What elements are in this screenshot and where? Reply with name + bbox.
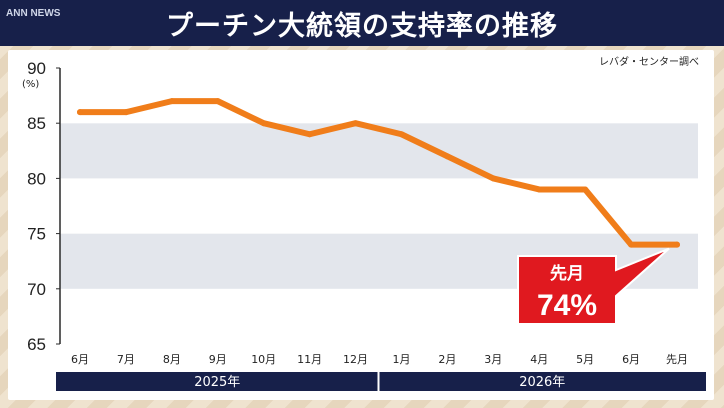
data-point bbox=[582, 186, 589, 193]
news-logo: ANN NEWS bbox=[6, 8, 61, 19]
y-tick-label: 90 bbox=[27, 59, 46, 78]
data-point bbox=[398, 131, 405, 138]
x-tick-label: 7月 bbox=[117, 353, 135, 366]
y-tick-label: 70 bbox=[27, 280, 46, 299]
data-point bbox=[444, 153, 451, 160]
callout-box bbox=[517, 247, 670, 325]
data-point bbox=[260, 120, 267, 127]
callout-value: 74% bbox=[537, 289, 597, 322]
y-unit-label: (%) bbox=[22, 79, 39, 90]
x-tick-label: 8月 bbox=[163, 353, 181, 366]
data-point bbox=[214, 98, 221, 105]
title-bar: プーチン大統領の支持率の推移 bbox=[0, 0, 724, 46]
y-tick-label: 65 bbox=[27, 335, 46, 354]
grid-band bbox=[60, 123, 698, 179]
x-tick-label: 12月 bbox=[343, 353, 368, 366]
year-bar-2025 bbox=[56, 372, 378, 391]
data-point bbox=[674, 241, 680, 248]
year-label-2026: 2026年 bbox=[519, 375, 565, 390]
data-point bbox=[306, 131, 313, 138]
x-tick-label: 4月 bbox=[530, 353, 548, 366]
year-label-2025: 2025年 bbox=[194, 375, 240, 390]
x-tick-label: 9月 bbox=[209, 353, 227, 366]
data-point bbox=[168, 98, 175, 105]
data-point bbox=[628, 241, 635, 248]
x-tick-label: 3月 bbox=[484, 353, 502, 366]
year-bar: 2025年 2026年 bbox=[56, 372, 706, 391]
x-tick-label: 先月 bbox=[666, 353, 688, 366]
x-tick-label: 10月 bbox=[251, 353, 276, 366]
y-tick-label: 85 bbox=[27, 114, 46, 133]
x-tick-label: 6月 bbox=[71, 353, 89, 366]
latest-value-callout: 先月 74% bbox=[517, 247, 670, 325]
grid-band bbox=[60, 68, 698, 124]
line-chart: 65 70 75 80 85 90 (%) レバダ・センター調べ 6月 7月 8月 9月 10月 1… bbox=[22, 55, 706, 391]
data-point bbox=[352, 120, 359, 127]
data-point bbox=[490, 175, 497, 182]
y-tick-label: 80 bbox=[27, 169, 46, 188]
data-point bbox=[536, 186, 543, 193]
series-polyline bbox=[77, 98, 680, 248]
data-point bbox=[77, 109, 83, 116]
x-tick-label: 11月 bbox=[297, 353, 322, 366]
y-tick-label: 75 bbox=[27, 225, 46, 244]
chart-title: プーチン大統領の支持率の推移 bbox=[166, 10, 558, 42]
x-tick-label: 5月 bbox=[576, 353, 594, 366]
x-axis-ticks: 6月 7月 8月 9月 10月 11月 12月 1月 2月 3月 4月 5月 6月 先月 bbox=[71, 353, 688, 366]
source-note: レバダ・センター調べ bbox=[599, 55, 699, 68]
callout-label: 先月 bbox=[550, 263, 584, 284]
grid-band bbox=[60, 178, 698, 234]
data-point bbox=[122, 109, 129, 116]
x-tick-label: 2月 bbox=[438, 353, 456, 366]
x-tick-label: 6月 bbox=[622, 353, 640, 366]
year-bar-2026 bbox=[379, 372, 706, 391]
chart-panel: 65 70 75 80 85 90 (%) レバダ・センター調べ 6月 7月 8月 9月 10月 1… bbox=[8, 50, 714, 400]
x-tick-label: 1月 bbox=[392, 353, 410, 366]
y-axis-ticks: 65 70 75 80 85 90 bbox=[27, 59, 60, 354]
series-line bbox=[77, 98, 680, 248]
